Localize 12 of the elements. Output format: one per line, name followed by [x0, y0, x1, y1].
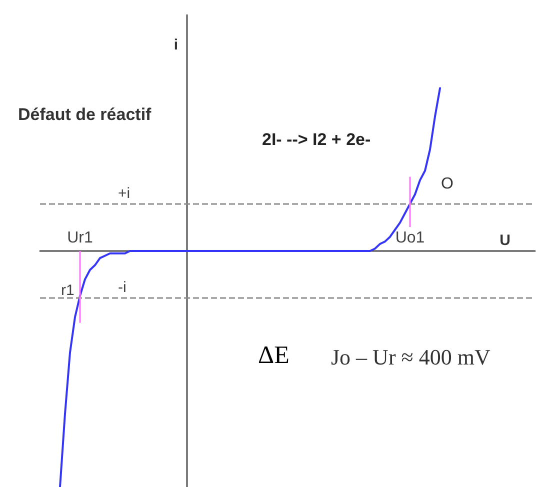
- x-tick-label: Uo1: [395, 230, 425, 246]
- ref-line-label: -i: [118, 279, 126, 296]
- annotation: ΔE: [258, 342, 290, 369]
- ref-line-label: +i: [118, 184, 130, 202]
- x-axis-title: U: [500, 232, 510, 249]
- annotation: O: [441, 176, 454, 192]
- annotation: r1: [61, 282, 74, 299]
- y-axis-title: i: [174, 36, 178, 54]
- text: Défaut de réactif: [18, 105, 152, 124]
- annotation: 2I- --> I2 + 2e-: [262, 130, 371, 149]
- annotation: Jo – Ur ≈ 400 mV: [331, 344, 490, 370]
- x-tick-label: Ur1: [67, 230, 93, 246]
